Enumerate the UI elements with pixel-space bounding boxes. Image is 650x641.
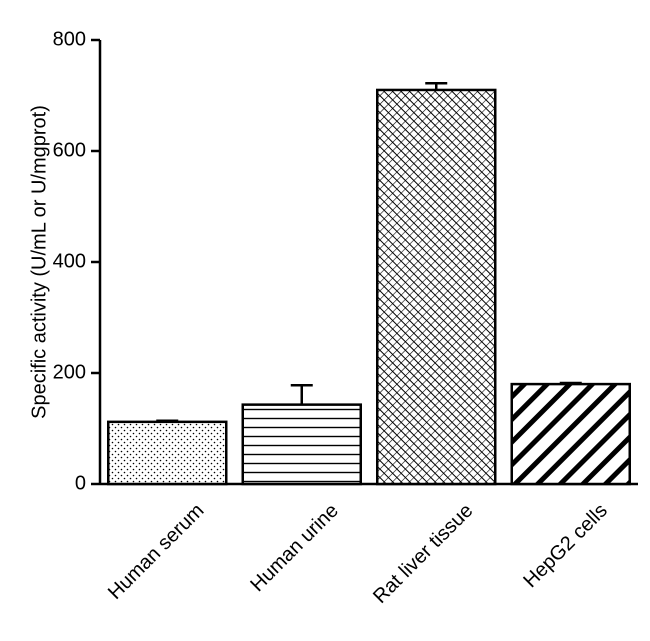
bars [107,82,631,486]
x-category-label: Rat liver tissue [369,500,477,608]
y-tick-label: 200 [53,361,86,383]
x-category-label: Human serum [104,500,208,604]
y-tick-label: 0 [75,472,86,494]
y-axis-title: Specific activity (U/mL or U/mgprot) [28,105,50,419]
bar [510,382,631,486]
y-tick-label: 400 [53,250,86,272]
x-category-label: Human urine [246,500,343,597]
bar [107,420,228,486]
bar [376,88,497,486]
y-ticks: 0 200 400 600 800 [53,28,100,494]
y-tick-label: 800 [53,28,86,50]
x-category-label: HepG2 cells [519,500,612,593]
y-tick-label: 600 [53,139,86,161]
x-labels: Human serum Human urine Rat liver tissue He… [104,500,612,608]
bar [241,403,362,486]
